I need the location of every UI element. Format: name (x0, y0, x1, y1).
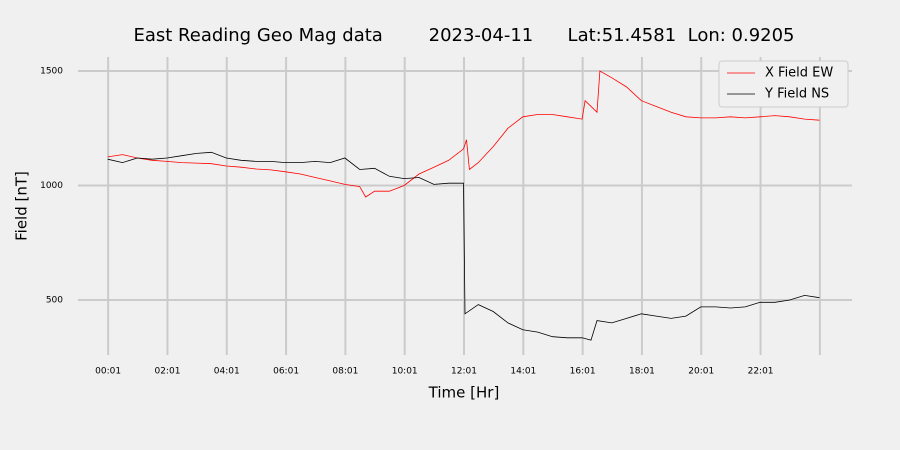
legend-label: Y Field NS (764, 87, 829, 102)
data-line (107, 151, 820, 341)
x-tick-label: 22:01 (748, 367, 774, 377)
x-tick-label: 04:01 (214, 367, 240, 377)
x-tick-label: 00:01 (95, 367, 121, 377)
y-axis-label: Field [nT] (13, 171, 31, 241)
x-tick-label: 02:01 (154, 367, 180, 377)
x-tick-label: 06:01 (273, 367, 299, 377)
chart-title: East Reading Geo Mag data 2023-04-11 Lat… (133, 25, 794, 46)
y-tick-label: 500 (46, 296, 63, 306)
legend-box (718, 60, 849, 108)
legend-label: X Field EW (765, 66, 833, 81)
x-tick-label: 18:01 (629, 367, 655, 377)
x-tick-label: 16:01 (570, 367, 596, 377)
x-tick-label: 08:01 (332, 367, 358, 377)
x-axis-label: Time [Hr] (428, 384, 500, 402)
x-tick-label: 10:01 (392, 367, 418, 377)
y-tick-label: 1500 (40, 66, 63, 76)
y-tick-label: 1000 (40, 181, 63, 191)
x-tick-label: 14:01 (510, 367, 536, 377)
data-line (107, 70, 820, 198)
x-tick-label: 20:01 (688, 367, 714, 377)
x-tick-label: 12:01 (451, 367, 477, 377)
